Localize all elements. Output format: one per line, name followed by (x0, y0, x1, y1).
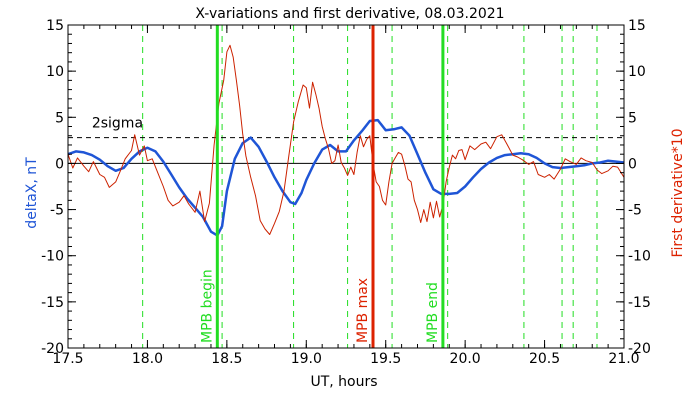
threshold-label: 2sigma (92, 116, 143, 132)
marker-label-mpb-begin: MPB begin (199, 269, 215, 343)
x-tick-label-5: 20.0 (450, 351, 481, 367)
derivative-line (67, 44, 625, 235)
chart-title: X-variations and first derivative, 08.03… (195, 6, 504, 22)
y-axis-label-right: First derivative*10 (670, 128, 686, 257)
y-right-tick-label-0: -20 (628, 341, 651, 357)
x-tick-label-1: 18.0 (132, 351, 163, 367)
y-right-tick-label-5: 5 (628, 110, 637, 126)
x-tick-label-4: 19.5 (370, 351, 401, 367)
y-right-tick-label-3: -5 (628, 203, 642, 219)
y-right-tick-label-4: 0 (628, 156, 637, 172)
y-left-tick-label-2: -10 (41, 249, 64, 265)
y-left-tick-label-0: -20 (41, 341, 64, 357)
x-tick-label-0: 17.5 (52, 351, 83, 367)
marker-label-mpb-end: MPB end (425, 282, 441, 343)
marker-label-mpb-max: MPB max (355, 278, 371, 343)
y-left-tick-label-4: 0 (55, 156, 64, 172)
deltax-line (67, 118, 625, 237)
x-tick-label-7: 21.0 (608, 351, 639, 367)
plot-area: 2sigma MPB begin MPB max MPB end 17.5 18.0 18.… (41, 18, 651, 367)
y-right-tick-label-6: 10 (628, 64, 646, 80)
x-tick-label-2: 18.5 (211, 351, 242, 367)
y-right-tick-label-2: -10 (628, 249, 651, 265)
y-axis-label-left: deltaX, nT (24, 157, 40, 229)
x-axis-label: UT, hours (310, 374, 377, 390)
y-right-tick-label-1: -15 (628, 295, 651, 311)
x-tick-label-3: 19.0 (291, 351, 322, 367)
y-left-tick-label-7: 15 (46, 18, 64, 34)
y-left-tick-label-6: 10 (46, 64, 64, 80)
plot-frame (67, 24, 625, 349)
y-left-tick-label-1: -15 (41, 295, 64, 311)
x-tick-label-6: 20.5 (529, 351, 560, 367)
y-left-tick-label-5: 5 (55, 110, 64, 126)
y-left-tick-label-3: -5 (50, 203, 64, 219)
y-right-tick-label-7: 15 (628, 18, 646, 34)
